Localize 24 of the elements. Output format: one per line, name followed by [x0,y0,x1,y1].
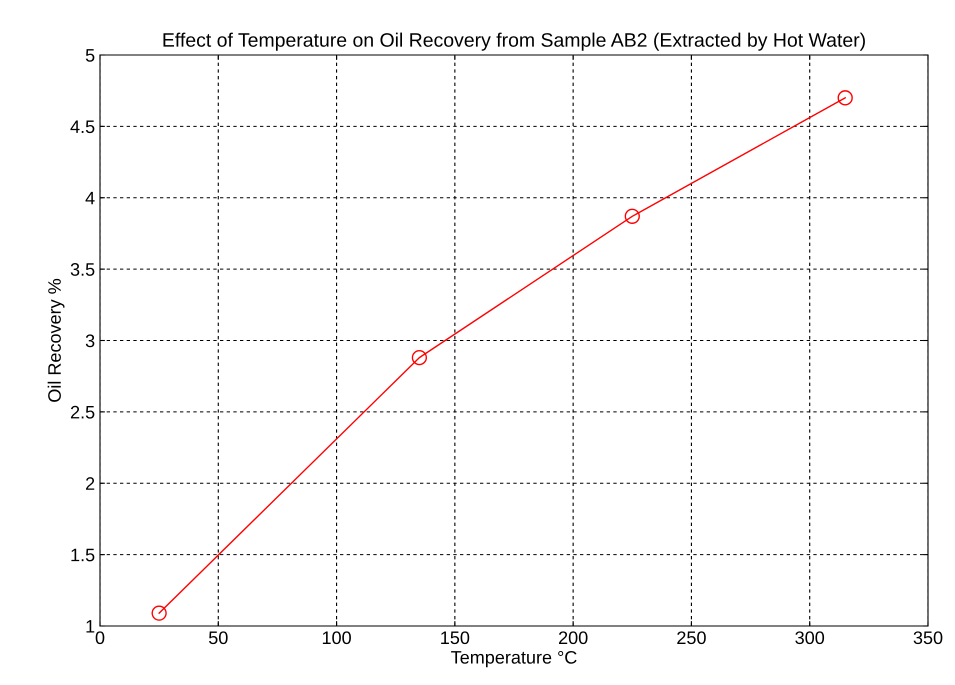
point [412,350,428,366]
x-tick-label: 50 [208,631,228,644]
x-tick-label: 100 [322,631,351,644]
y-tick-label: 4 [86,192,95,204]
x-tick-label: 250 [677,631,706,644]
y-tick-label: 1 [86,620,94,633]
x-tick-label: 0 [96,631,104,644]
x-tick-label: 150 [441,631,470,644]
y-tick-label: 5 [86,49,94,62]
y-tick-label: 4.5 [70,120,94,134]
y-tick-label: 2 [86,477,94,490]
x-tick-label: 200 [558,631,588,644]
point [838,90,853,106]
point [624,208,640,224]
point [152,606,167,621]
y-axis-title: Oil Recovery % [48,278,64,402]
y-tick-label: 3 [86,334,94,348]
x-tick-label: 300 [795,631,824,644]
x-axis-title: Temperature °C [451,650,577,668]
chart-title: Effect of Temperature on Oil Recovery from Sample AB2 (Extracted by Hot Water) [163,32,865,51]
y-tick-label: 3.5 [70,263,94,276]
y-tick-label: 1.5 [71,548,94,562]
x-tick-label: 350 [914,631,942,644]
y-tick-label: 2.5 [70,406,94,419]
